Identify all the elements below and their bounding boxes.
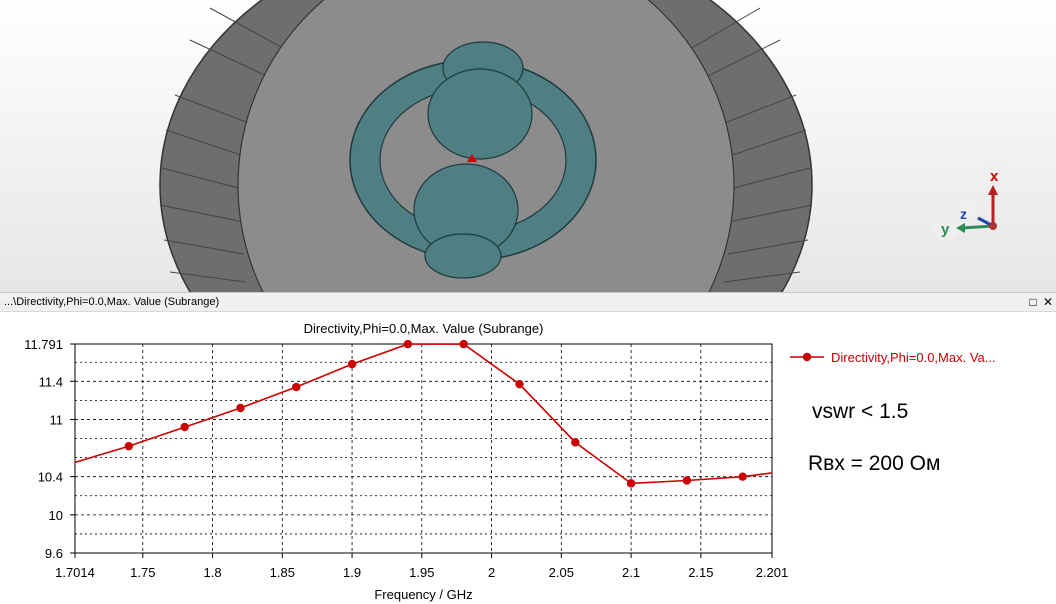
x-tick-label: 1.85 bbox=[270, 565, 295, 580]
data-point bbox=[347, 359, 357, 369]
data-point bbox=[682, 476, 692, 485]
data-point bbox=[515, 379, 524, 389]
series-line bbox=[74, 343, 773, 485]
x-axis-label: Frequency / GHz bbox=[374, 587, 472, 602]
y-tick-label: 10.4 bbox=[38, 470, 63, 485]
3d-viewport[interactable]: x z y bbox=[0, 0, 1056, 292]
x-tick-label: 2.201 bbox=[756, 565, 789, 580]
input-resistance-annotation: Rвх = 200 Ом bbox=[808, 452, 941, 475]
maximize-icon[interactable]: □ bbox=[1029, 295, 1037, 309]
x-tick-label: 1.95 bbox=[409, 565, 434, 580]
x-tick-label: 2.05 bbox=[549, 565, 574, 580]
axes-gizmo[interactable]: x z y bbox=[933, 162, 1008, 241]
legend-marker bbox=[802, 352, 812, 362]
plot-window-titlebar: ...\Directivity,Phi=0.0,Max. Value (Subr… bbox=[0, 292, 1056, 312]
axis-x-label: x bbox=[990, 168, 999, 185]
x-tick-label: 2 bbox=[488, 565, 495, 580]
data-point bbox=[292, 382, 301, 392]
x-tick-label: 1.75 bbox=[130, 565, 155, 580]
data-point bbox=[626, 479, 636, 488]
data-point bbox=[403, 339, 413, 349]
legend-label: Directivity,Phi=0.0,Max. Va... bbox=[831, 350, 996, 365]
data-point bbox=[236, 403, 245, 413]
data-point bbox=[459, 339, 468, 349]
x-tick-label: 1.8 bbox=[204, 565, 222, 580]
data-point bbox=[738, 472, 747, 481]
data-point bbox=[180, 422, 189, 432]
y-tick-label: 11.4 bbox=[39, 374, 63, 389]
antenna-upper-patch bbox=[427, 68, 533, 160]
directivity-chart[interactable]: Directivity,Phi=0.0,Max. Value (Subrange… bbox=[0, 312, 1056, 604]
feed-port-marker bbox=[467, 154, 477, 162]
y-tick-label: 11.791 bbox=[24, 337, 63, 352]
vswr-annotation: vswr < 1.5 bbox=[812, 400, 909, 423]
y-tick-label: 11 bbox=[50, 412, 64, 427]
plot-frame bbox=[74, 343, 773, 554]
antenna-bottom-lobe bbox=[424, 233, 502, 279]
data-point bbox=[124, 441, 134, 451]
axis-z-label: z bbox=[960, 206, 967, 222]
plot-window[interactable]: Directivity,Phi=0.0,Max. Value (Subrange… bbox=[0, 312, 1056, 604]
y-tick-label: 10 bbox=[49, 508, 63, 523]
axis-y-label: y bbox=[941, 221, 950, 238]
data-point bbox=[571, 438, 580, 447]
chart-title: Directivity,Phi=0.0,Max. Value (Subrange… bbox=[304, 321, 544, 336]
x-tick-label: 2.15 bbox=[688, 565, 713, 580]
plot-window-title: ...\Directivity,Phi=0.0,Max. Value (Subr… bbox=[4, 296, 220, 308]
x-tick-label: 2.1 bbox=[622, 565, 640, 580]
antenna-model[interactable]: x z y bbox=[0, 0, 1056, 292]
x-tick-label: 1.7014 bbox=[55, 565, 95, 580]
close-icon[interactable]: ✕ bbox=[1042, 295, 1054, 309]
y-tick-label: 9.6 bbox=[45, 546, 63, 561]
x-tick-label: 1.9 bbox=[343, 565, 361, 580]
